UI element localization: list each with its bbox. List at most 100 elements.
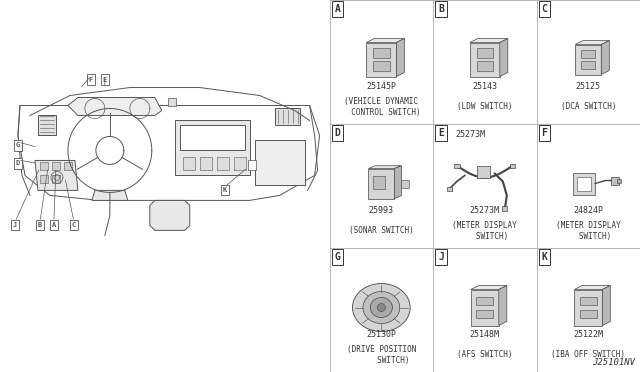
- Polygon shape: [500, 39, 508, 77]
- Polygon shape: [396, 39, 404, 77]
- Text: 25148M: 25148M: [470, 330, 500, 339]
- Polygon shape: [248, 160, 256, 170]
- Text: F: F: [89, 77, 93, 83]
- Polygon shape: [470, 39, 508, 42]
- Polygon shape: [373, 176, 385, 189]
- Polygon shape: [366, 39, 404, 42]
- Text: (AFS SWITCH): (AFS SWITCH): [457, 350, 513, 359]
- Polygon shape: [275, 108, 300, 125]
- Text: 25145P: 25145P: [366, 82, 396, 91]
- Polygon shape: [575, 45, 602, 74]
- Polygon shape: [371, 298, 392, 318]
- Text: (METER DISPLAY
   SWITCH): (METER DISPLAY SWITCH): [452, 221, 517, 241]
- Polygon shape: [618, 179, 621, 183]
- Polygon shape: [368, 169, 394, 199]
- Text: 25130P: 25130P: [366, 330, 396, 339]
- Polygon shape: [18, 106, 319, 201]
- Polygon shape: [476, 310, 493, 318]
- Polygon shape: [499, 286, 507, 326]
- Polygon shape: [477, 166, 490, 177]
- Polygon shape: [510, 164, 515, 167]
- Polygon shape: [363, 292, 400, 324]
- Text: D: D: [335, 128, 340, 138]
- Polygon shape: [611, 177, 620, 185]
- Text: B: B: [438, 4, 444, 14]
- Polygon shape: [394, 166, 401, 199]
- Text: A: A: [335, 4, 340, 14]
- Polygon shape: [217, 157, 228, 170]
- Text: 25273M: 25273M: [470, 206, 500, 215]
- Polygon shape: [602, 41, 609, 74]
- Polygon shape: [234, 157, 246, 170]
- Text: C: C: [541, 4, 547, 14]
- Text: K: K: [223, 187, 227, 193]
- Polygon shape: [602, 286, 611, 326]
- Text: (DRIVE POSITION
     SWITCH): (DRIVE POSITION SWITCH): [347, 344, 416, 365]
- Polygon shape: [92, 190, 128, 201]
- Polygon shape: [476, 298, 493, 305]
- Polygon shape: [180, 125, 244, 150]
- Polygon shape: [574, 289, 602, 326]
- Text: J: J: [438, 252, 444, 262]
- Polygon shape: [477, 61, 493, 71]
- Text: F: F: [541, 128, 547, 138]
- Polygon shape: [574, 286, 611, 289]
- Polygon shape: [52, 163, 60, 170]
- Text: (METER DISPLAY
   SWITCH): (METER DISPLAY SWITCH): [556, 221, 621, 241]
- Polygon shape: [573, 173, 595, 195]
- Polygon shape: [581, 61, 595, 70]
- Polygon shape: [447, 186, 452, 190]
- Text: 24824P: 24824P: [573, 206, 604, 215]
- Text: E: E: [103, 77, 107, 83]
- Polygon shape: [175, 121, 250, 176]
- Polygon shape: [366, 42, 396, 77]
- Polygon shape: [454, 164, 460, 167]
- Polygon shape: [502, 206, 508, 211]
- Polygon shape: [401, 180, 410, 187]
- Polygon shape: [471, 286, 507, 289]
- Text: E: E: [438, 128, 444, 138]
- Polygon shape: [183, 157, 195, 170]
- Text: J25101NV: J25101NV: [592, 358, 635, 367]
- Text: K: K: [541, 252, 547, 262]
- Text: G: G: [16, 142, 20, 148]
- Text: (LDW SWITCH): (LDW SWITCH): [457, 102, 513, 111]
- Polygon shape: [575, 41, 609, 45]
- Text: D: D: [16, 160, 20, 166]
- Polygon shape: [52, 176, 60, 183]
- Polygon shape: [580, 298, 596, 305]
- Polygon shape: [373, 61, 390, 71]
- Polygon shape: [373, 48, 390, 58]
- Text: G: G: [335, 252, 340, 262]
- Polygon shape: [581, 49, 595, 58]
- Text: (IBA OFF SWITCH): (IBA OFF SWITCH): [551, 350, 625, 359]
- Polygon shape: [368, 166, 401, 169]
- Text: 25125: 25125: [576, 82, 601, 91]
- Polygon shape: [168, 97, 176, 106]
- Text: J: J: [13, 222, 17, 228]
- Polygon shape: [68, 97, 162, 115]
- Polygon shape: [577, 177, 591, 190]
- Text: 25143: 25143: [472, 82, 497, 91]
- Text: (SONAR SWITCH): (SONAR SWITCH): [349, 226, 413, 235]
- Polygon shape: [255, 141, 305, 185]
- Text: 25273M: 25273M: [455, 130, 485, 139]
- Polygon shape: [40, 163, 48, 170]
- Polygon shape: [378, 304, 385, 311]
- Polygon shape: [471, 289, 499, 326]
- Polygon shape: [580, 310, 596, 318]
- Text: (DCA SWITCH): (DCA SWITCH): [561, 102, 616, 111]
- Polygon shape: [150, 201, 190, 230]
- Text: A: A: [52, 222, 56, 228]
- Polygon shape: [200, 157, 212, 170]
- Text: B: B: [38, 222, 42, 228]
- Text: C: C: [72, 222, 76, 228]
- Polygon shape: [40, 176, 48, 183]
- Polygon shape: [64, 163, 72, 170]
- Polygon shape: [470, 42, 500, 77]
- Polygon shape: [35, 160, 78, 190]
- Polygon shape: [38, 115, 56, 135]
- Polygon shape: [477, 48, 493, 58]
- Polygon shape: [353, 283, 410, 331]
- Text: (VEHICLE DYNAMIC
  CONTROL SWITCH): (VEHICLE DYNAMIC CONTROL SWITCH): [342, 97, 420, 117]
